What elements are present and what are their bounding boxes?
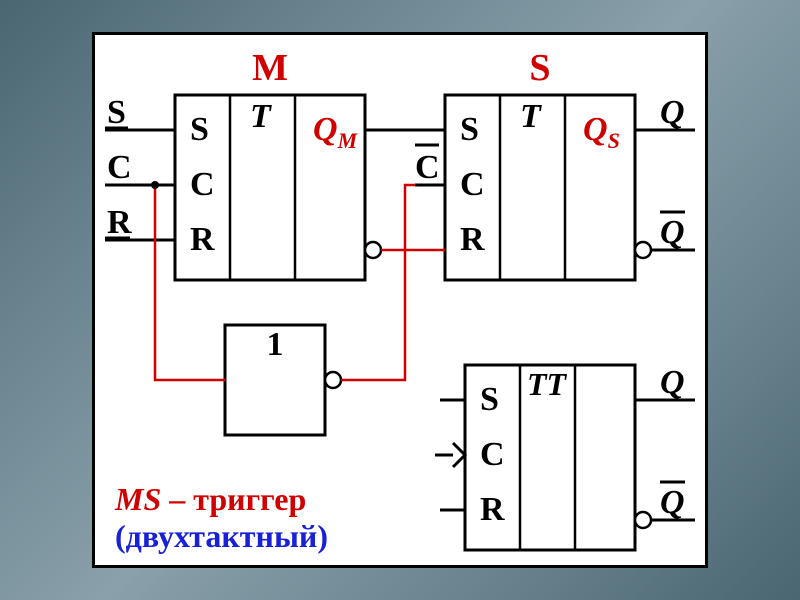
ext-s: S (107, 94, 126, 131)
inverter-label: 1 (267, 326, 284, 363)
block-s-qbar-bubble (635, 242, 651, 258)
block-s-c: C (460, 166, 485, 203)
block-m-t: T (250, 98, 272, 135)
ext-r: R (107, 204, 132, 241)
caption-line1: MS – триггер (114, 481, 306, 517)
inverter-bubble (325, 372, 341, 388)
block-tt-r: R (480, 491, 505, 528)
tt-out-qbar: Q (660, 484, 685, 521)
block-s-r: R (460, 221, 485, 258)
tt-out-q: Q (660, 364, 685, 401)
block-m-r: R (190, 221, 215, 258)
block-tt-qbar-bubble (635, 512, 651, 528)
block-s-s: S (460, 111, 479, 148)
block-tt-tt: TT (527, 366, 568, 402)
block-tt-s: S (480, 381, 499, 418)
caption-line2: (двухтактный) (115, 518, 328, 554)
ext-cbar: C (415, 149, 440, 186)
block-m-s: S (190, 111, 209, 148)
circuit-svg: M S S C R T QM S C R T QS 1 S C R TT S C… (95, 35, 705, 565)
out-qbar: Q (660, 214, 685, 251)
title-s: S (529, 47, 550, 89)
out-q: Q (660, 94, 685, 131)
block-tt-c: C (480, 436, 505, 473)
block-tt-edge-mark (453, 443, 465, 467)
block-m-qbar-bubble (365, 242, 381, 258)
junction-c (151, 181, 159, 189)
ext-c: C (107, 149, 132, 186)
diagram-panel: M S S C R T QM S C R T QS 1 S C R TT S C… (92, 32, 708, 568)
block-s-t: T (520, 98, 542, 135)
block-m-c: C (190, 166, 215, 203)
title-m: M (252, 47, 288, 89)
